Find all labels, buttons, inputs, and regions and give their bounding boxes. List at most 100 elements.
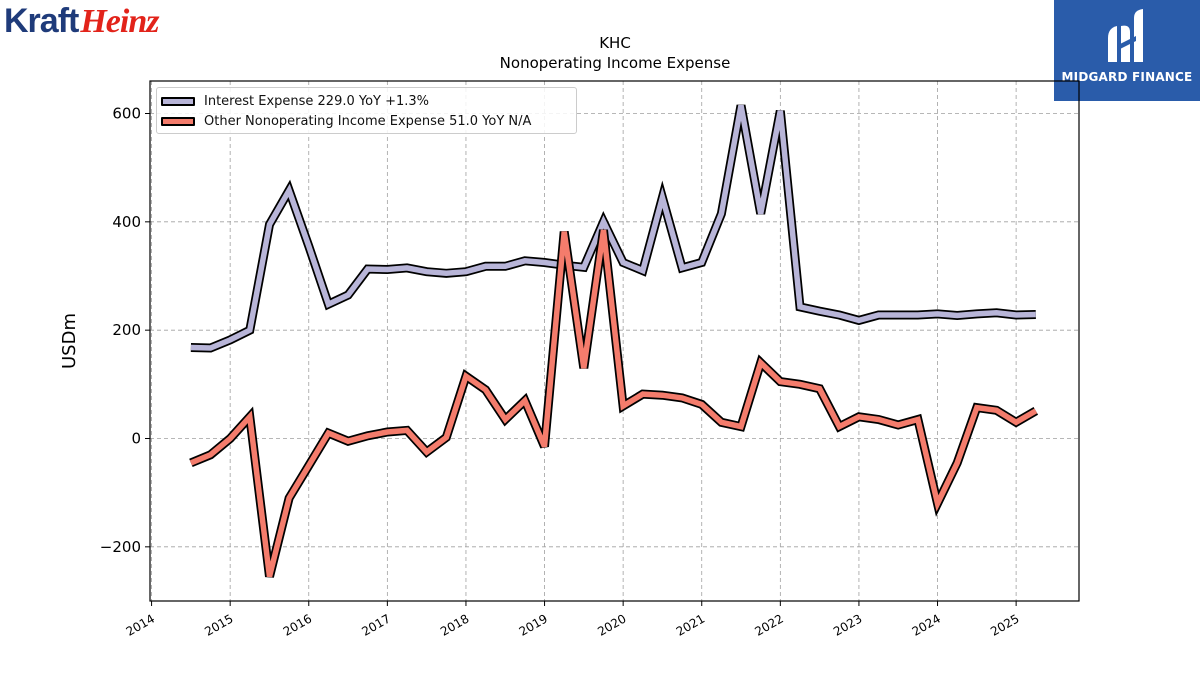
- interest-expense-line-point: [819, 311, 820, 312]
- other-nonoperating-line-point: [760, 362, 761, 363]
- x-tick-label: 2023: [831, 611, 864, 638]
- legend-label-other-nonoperating: Other Nonoperating Income Expense 51.0 Y…: [204, 113, 532, 129]
- interest-expense-line-point: [524, 260, 525, 261]
- interest-expense-line-point: [996, 312, 997, 313]
- x-tick-label: 2020: [595, 611, 628, 638]
- other-nonoperating-line-point: [348, 441, 349, 442]
- interest-expense-line-point: [623, 262, 624, 263]
- other-nonoperating-line-point: [249, 416, 250, 417]
- midgard-finance-logo: MIDGARD FINANCE: [1054, 0, 1200, 101]
- chart-legend: Interest Expense 229.0 YoY +1.3% Other N…: [156, 87, 577, 134]
- interest-expense-line-point: [348, 295, 349, 296]
- interest-expense-line-point: [308, 246, 309, 247]
- interest-expense-line-point: [505, 266, 506, 267]
- other-nonoperating-line-point: [269, 576, 270, 577]
- y-tick-label: 200: [112, 321, 141, 339]
- interest-expense-line-point: [741, 105, 742, 106]
- y-tick-label: 400: [112, 213, 141, 231]
- interest-expense-line-point: [249, 330, 250, 331]
- series-lines: [189, 104, 1039, 578]
- other-nonoperating-line-point: [230, 438, 231, 439]
- interest-expense-line-point: [387, 269, 388, 270]
- other-nonoperating-line-point: [917, 419, 918, 420]
- x-tick-label: 2016: [281, 611, 314, 638]
- legend-swatch-interest-expense: [161, 96, 195, 106]
- interest-expense-line-point: [701, 262, 702, 263]
- midgard-logo-icon: [1108, 9, 1143, 63]
- other-nonoperating-line-point: [426, 452, 427, 453]
- interest-expense-line-point: [190, 347, 191, 348]
- y-tick-label: −200: [100, 538, 141, 556]
- plot-frame: [149, 80, 1080, 602]
- interest-expense-line-point: [957, 315, 958, 316]
- x-tick-label: 2014: [124, 611, 157, 638]
- other-nonoperating-line-point: [996, 410, 997, 411]
- interest-expense-line-point: [839, 315, 840, 316]
- interest-expense-line-point: [289, 190, 290, 191]
- other-nonoperating-line-point: [642, 394, 643, 395]
- other-nonoperating-line-point: [819, 388, 820, 389]
- other-nonoperating-line-point: [367, 435, 368, 436]
- interest-expense-line-point: [682, 267, 683, 268]
- other-nonoperating-line-point: [957, 462, 958, 463]
- legend-item-other-nonoperating: Other Nonoperating Income Expense 51.0 Y…: [161, 112, 531, 130]
- other-nonoperating-line-point: [446, 437, 447, 438]
- y-tick-label: 0: [131, 430, 141, 448]
- x-tick-label: 2018: [438, 611, 471, 638]
- other-nonoperating-line-point: [603, 230, 604, 231]
- kraft-heinz-logo: KraftHeinz: [4, 2, 159, 41]
- other-nonoperating-line-point: [780, 381, 781, 382]
- interest-expense-line-point: [466, 271, 467, 272]
- other-nonoperating-line-point: [858, 416, 859, 417]
- other-nonoperating-line-point: [544, 446, 545, 447]
- x-tick-label: 2017: [359, 611, 392, 638]
- interest-expense-line-point: [230, 339, 231, 340]
- other-nonoperating-line-point: [210, 454, 211, 455]
- other-nonoperating-line-point: [387, 432, 388, 433]
- legend-label-interest-expense: Interest Expense 229.0 YoY +1.3%: [204, 93, 430, 109]
- other-nonoperating-line-point: [898, 425, 899, 426]
- interest-expense-line-point: [721, 213, 722, 214]
- x-tick-label: 2022: [752, 611, 785, 638]
- chart-title: KHC: [599, 34, 631, 52]
- other-nonoperating-line-point: [1016, 422, 1017, 423]
- interest-expense-line-point: [544, 262, 545, 263]
- interest-expense-line-point: [583, 267, 584, 268]
- other-nonoperating-line-point: [701, 404, 702, 405]
- interest-expense-line-point: [780, 110, 781, 111]
- interest-expense-line-point: [937, 313, 938, 314]
- interest-expense-line-point: [642, 270, 643, 271]
- x-tick-label: 2025: [988, 611, 1021, 638]
- other-nonoperating-line-point: [878, 419, 879, 420]
- other-nonoperating-line: [189, 229, 1038, 578]
- interest-expense-line-point: [446, 273, 447, 274]
- interest-expense-line-point: [800, 306, 801, 307]
- other-nonoperating-line-point: [308, 465, 309, 466]
- other-nonoperating-line-point: [524, 400, 525, 401]
- y-axis-label: USDm: [59, 313, 80, 369]
- other-nonoperating-line-point: [1035, 410, 1036, 411]
- interest-expense-line-point: [662, 197, 663, 198]
- interest-expense-line-point: [426, 271, 427, 272]
- interest-expense-line-point: [367, 269, 368, 270]
- other-nonoperating-line-point: [190, 462, 191, 463]
- interest-expense-line-point: [485, 266, 486, 267]
- other-nonoperating-line-point: [407, 430, 408, 431]
- interest-expense-line-point: [976, 313, 977, 314]
- other-nonoperating-line-point: [505, 419, 506, 420]
- chart-subtitle: Nonoperating Income Expense: [500, 54, 731, 72]
- x-tick-label: 2015: [202, 611, 235, 638]
- x-tick-label: 2024: [910, 611, 943, 638]
- other-nonoperating-line-point: [583, 368, 584, 369]
- interest-expense-line-point: [603, 221, 604, 222]
- axis-ticks: 2014 2015 2016 2017 2018 2019 2020 2021 2022 2023…: [100, 105, 1022, 639]
- brand-name: MIDGARD FINANCE: [1061, 70, 1193, 84]
- legend-item-interest-expense: Interest Expense 229.0 YoY +1.3%: [161, 92, 429, 110]
- other-nonoperating-line-point: [466, 376, 467, 377]
- other-nonoperating-line-point: [662, 395, 663, 396]
- interest-expense-line: [190, 104, 1036, 351]
- interest-expense-line-point: [210, 348, 211, 349]
- interest-expense-line-point: [328, 304, 329, 305]
- y-tick-label: 600: [112, 105, 141, 123]
